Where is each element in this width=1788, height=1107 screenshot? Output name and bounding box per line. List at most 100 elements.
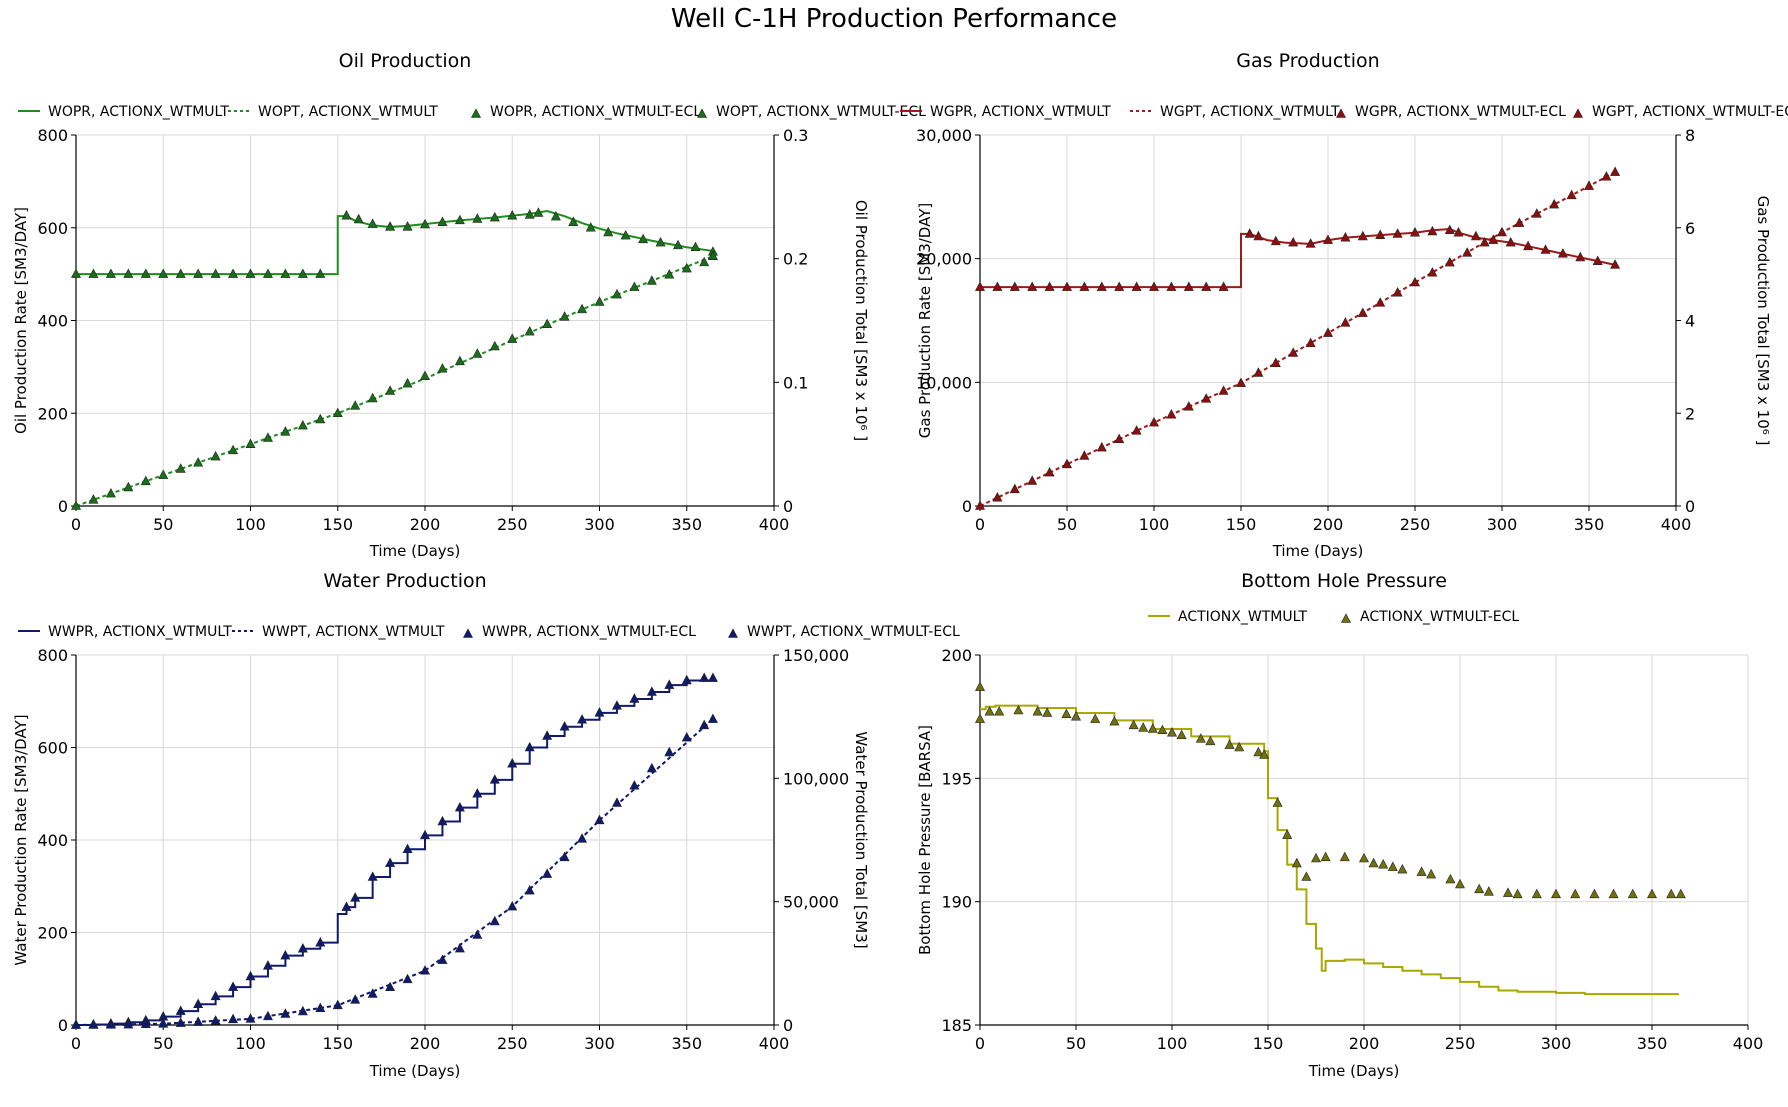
data-point — [1218, 385, 1229, 395]
data-point — [699, 256, 710, 267]
data-point — [1201, 393, 1212, 403]
data-point — [1514, 217, 1525, 227]
data-point — [1397, 863, 1408, 874]
data-point — [1062, 458, 1072, 469]
data-point — [1488, 234, 1499, 244]
data-point — [158, 1018, 169, 1028]
data-point — [1557, 248, 1568, 258]
data-point — [1096, 441, 1107, 452]
data-point — [1183, 281, 1194, 291]
x-tick-label: 50 — [1066, 1034, 1086, 1053]
legend-marker — [463, 628, 473, 638]
data-point — [1357, 307, 1368, 317]
y-axis-label: Oil Production Rate [SM3/DAY] — [12, 207, 30, 434]
data-point — [1234, 741, 1245, 752]
data-point — [402, 843, 413, 854]
data-point — [1253, 746, 1264, 757]
y-tick-label: 195 — [941, 769, 972, 788]
data-point — [1305, 337, 1316, 348]
data-point — [1013, 704, 1024, 715]
data-point — [193, 1016, 204, 1026]
data-point — [1218, 281, 1229, 291]
data-point — [984, 706, 995, 716]
data-point — [105, 268, 116, 278]
data-point — [1444, 224, 1455, 235]
data-point — [1009, 483, 1020, 494]
data-point — [88, 268, 99, 278]
y2-tick-label: 150,000 — [783, 646, 849, 665]
data-point — [611, 700, 622, 710]
y2-tick-label: 0.2 — [783, 250, 808, 269]
data-point — [385, 857, 396, 867]
data-point — [262, 1010, 273, 1021]
data-point — [1301, 871, 1312, 881]
data-point — [228, 1013, 239, 1024]
data-point — [489, 915, 500, 926]
y-tick-label: 30,000 — [916, 126, 972, 145]
legend-marker — [697, 108, 707, 118]
legend-label: WGPR, ACTIONX_WTMULT — [930, 104, 1111, 120]
data-point — [1551, 888, 1561, 899]
data-point — [1666, 888, 1677, 899]
data-point — [1462, 247, 1473, 257]
data-point — [1531, 208, 1542, 218]
legend-label: WOPR, ACTIONX_WTMULT — [48, 104, 229, 120]
y-tick-label: 600 — [37, 739, 68, 758]
data-point — [1540, 244, 1551, 254]
data-point — [603, 226, 614, 237]
data-point — [193, 998, 204, 1008]
legend-label: WOPR, ACTIONX_WTMULT-ECL — [490, 104, 701, 120]
data-point — [71, 1019, 81, 1029]
legend-label: ACTIONX_WTMULT-ECL — [1360, 609, 1519, 625]
data-point — [1147, 723, 1158, 733]
data-point — [193, 268, 204, 278]
x-tick-label: 100 — [235, 515, 266, 534]
data-point — [175, 463, 186, 473]
y-tick-label: 0 — [58, 1016, 68, 1035]
x-tick-label: 250 — [1400, 515, 1431, 534]
y-axis-label: Water Production Rate [SM3/DAY] — [12, 714, 30, 965]
data-point — [88, 1019, 99, 1029]
legend-marker — [471, 108, 481, 118]
data-point — [1627, 888, 1638, 899]
data-point — [1253, 230, 1264, 241]
data-point — [507, 333, 518, 343]
data-point — [975, 500, 985, 510]
data-point — [707, 250, 718, 260]
data-point — [1523, 240, 1534, 251]
data-point — [420, 829, 430, 840]
y-tick-label: 0 — [962, 497, 972, 516]
data-point — [577, 714, 588, 724]
data-point — [1387, 861, 1398, 871]
x-tick-label: 0 — [975, 515, 985, 534]
data-point — [1157, 724, 1168, 735]
data-point — [1497, 226, 1507, 237]
data-point — [1566, 189, 1577, 200]
x-tick-label: 150 — [322, 515, 353, 534]
data-point — [1610, 166, 1621, 176]
data-point — [1259, 749, 1270, 759]
y-tick-label: 0 — [58, 497, 68, 516]
data-point — [297, 419, 308, 430]
data-point — [332, 999, 343, 1010]
y-tick-label: 200 — [37, 924, 68, 943]
data-point — [367, 218, 378, 228]
y-tick-label: 400 — [37, 312, 68, 331]
data-point — [420, 965, 430, 975]
data-point — [402, 973, 413, 984]
data-point — [629, 281, 640, 291]
chart-title: Gas Production — [1236, 50, 1379, 72]
data-point — [1427, 267, 1438, 277]
legend-label: WWPR, ACTIONX_WTMULT-ECL — [482, 624, 696, 640]
data-point — [655, 236, 666, 247]
x-tick-label: 50 — [1057, 515, 1077, 534]
legend-marker — [1341, 613, 1351, 623]
legend-label: WGPT, ACTIONX_WTMULT — [1160, 104, 1340, 120]
y2-tick-label: 6 — [1685, 219, 1695, 238]
y-tick-label: 600 — [37, 219, 68, 238]
data-point — [664, 269, 675, 279]
y2-tick-label: 0.1 — [783, 373, 808, 392]
data-point — [1410, 227, 1420, 237]
data-point — [1027, 475, 1038, 485]
